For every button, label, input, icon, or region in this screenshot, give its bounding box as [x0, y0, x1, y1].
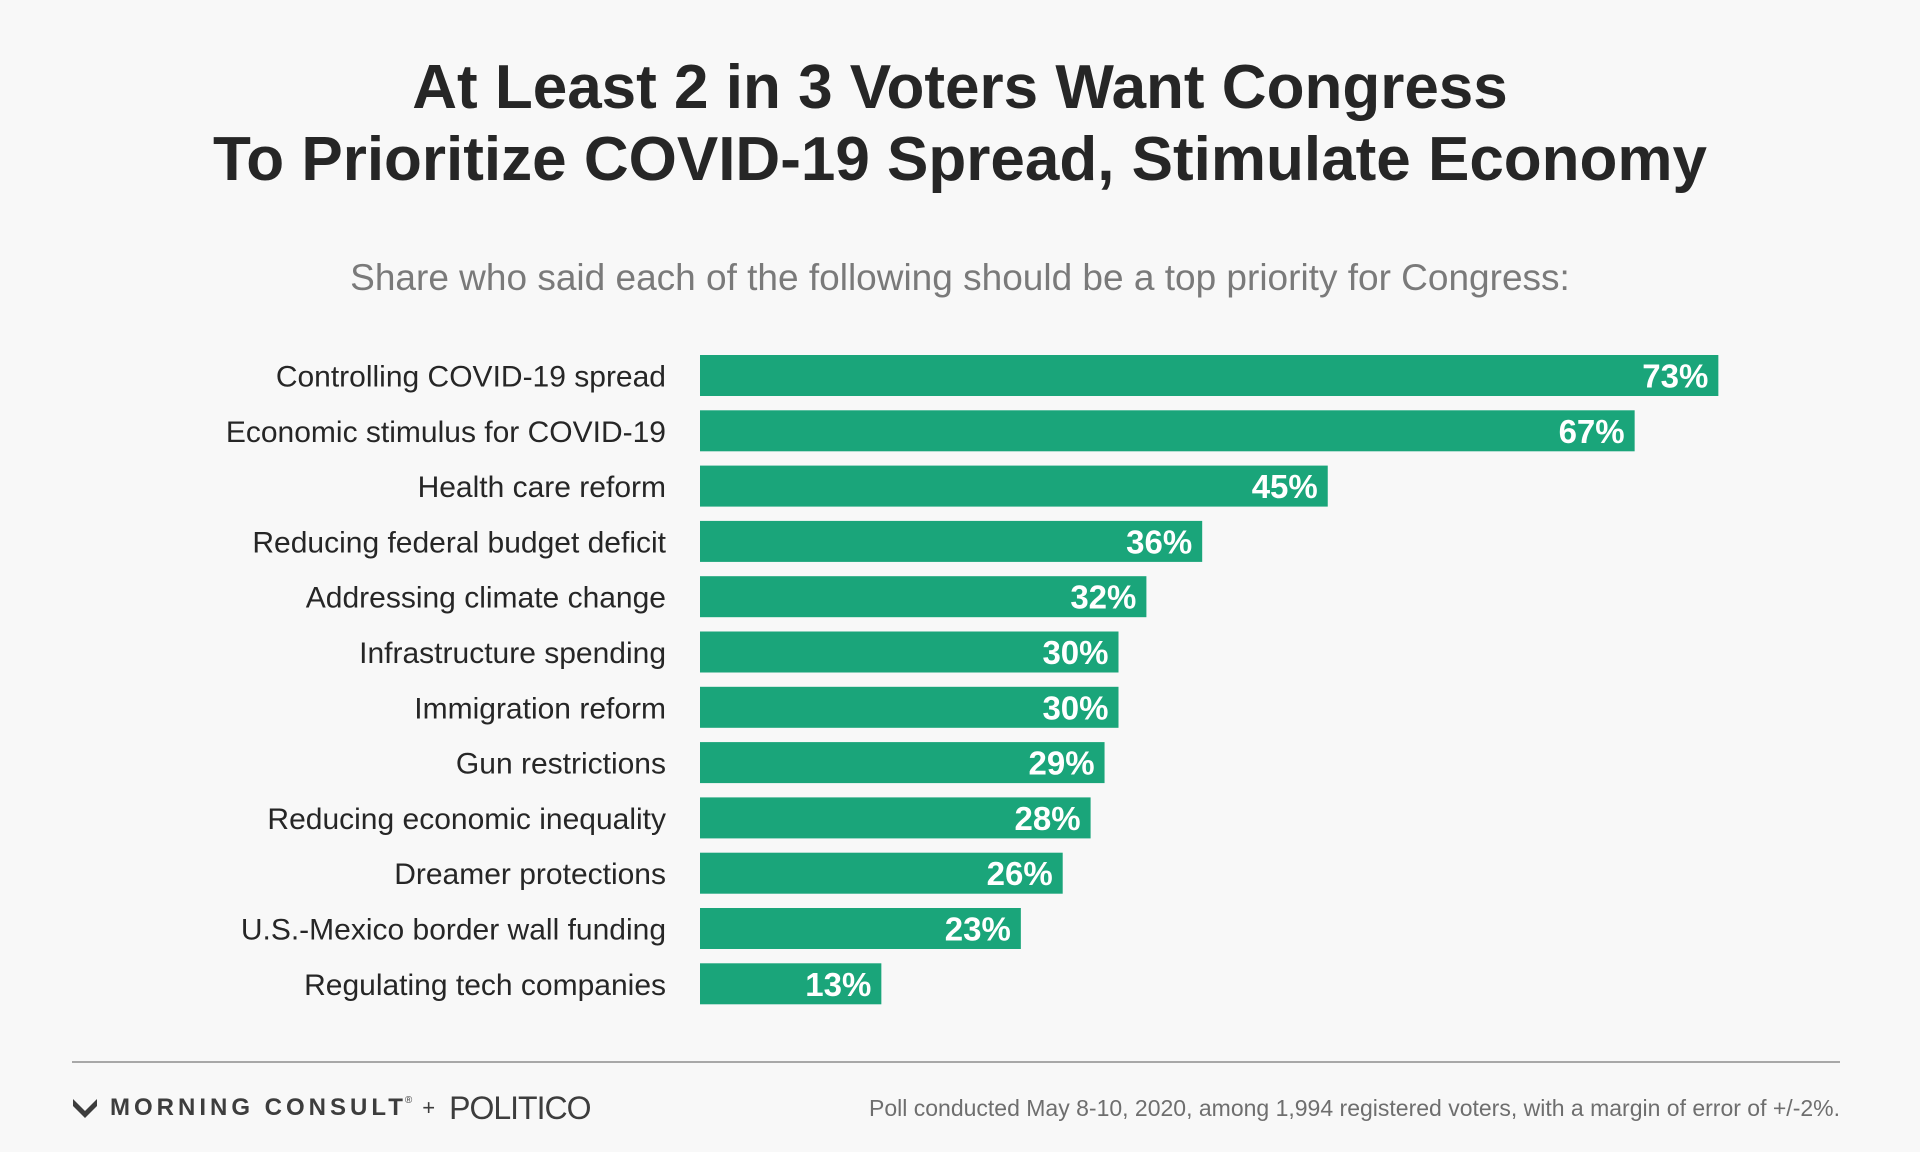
category-label-8: Reducing economic inequality: [267, 803, 666, 836]
category-label-7: Gun restrictions: [456, 748, 666, 781]
chart-subtitle: Share who said each of the following sho…: [350, 257, 1570, 298]
bar-9: [700, 852, 1063, 894]
bar-6: [700, 686, 1119, 728]
footer-divider: [72, 1061, 1840, 1063]
value-label-0: 73%: [1642, 358, 1708, 395]
category-label-10: U.S.-Mexico border wall funding: [241, 914, 666, 947]
value-label-4: 32%: [1070, 579, 1136, 616]
footer: MORNING CONSULT ® + POLITICO Poll conduc…: [72, 1086, 1840, 1130]
category-label-4: Addressing climate change: [306, 582, 666, 615]
bar-1: [700, 410, 1635, 452]
value-label-7: 29%: [1028, 745, 1094, 782]
morning-consult-logo-icon: [73, 1099, 97, 1118]
value-label-11: 13%: [805, 966, 871, 1003]
bar-chart: Controlling COVID-19 spread 73% Economic s…: [226, 355, 1719, 1005]
category-label-6: Immigration reform: [414, 692, 666, 725]
category-label-11: Regulating tech companies: [304, 969, 666, 1002]
bar-3: [700, 520, 1203, 562]
value-label-3: 36%: [1126, 523, 1192, 560]
chart-title: At Least 2 in 3 Voters Want Congress To …: [0, 52, 1920, 196]
poll-methodology-note: Poll conducted May 8-10, 2020, among 1,9…: [869, 1095, 1840, 1121]
registered-mark: ®: [404, 1094, 413, 1106]
bar-11: [700, 963, 882, 1005]
bar-0: [700, 355, 1719, 396]
bar-4: [700, 576, 1147, 618]
category-label-9: Dreamer protections: [394, 858, 666, 891]
value-label-9: 26%: [987, 855, 1053, 892]
value-label-2: 45%: [1252, 468, 1318, 505]
chart-title-line-1: At Least 2 in 3 Voters Want Congress: [412, 53, 1508, 122]
chart-title-line-2: To Prioritize COVID-19 Spread, Stimulate…: [212, 125, 1708, 194]
bar-5: [700, 631, 1119, 673]
category-label-0: Controlling COVID-19 spread: [276, 361, 666, 394]
value-label-1: 67%: [1559, 413, 1625, 450]
category-label-1: Economic stimulus for COVID-19: [226, 416, 666, 449]
bar-10: [700, 908, 1021, 949]
value-label-5: 30%: [1042, 634, 1108, 671]
category-label-2: Health care reform: [418, 471, 666, 504]
value-label-8: 28%: [1015, 800, 1081, 837]
value-label-10: 23%: [945, 911, 1011, 948]
brand-plus: +: [422, 1095, 436, 1120]
bar-7: [700, 742, 1105, 784]
morning-consult-wordmark: MORNING CONSULT: [110, 1094, 407, 1121]
category-label-3: Reducing federal budget deficit: [252, 526, 666, 559]
brand-logos: MORNING CONSULT ® + POLITICO: [72, 1086, 591, 1130]
category-label-5: Infrastructure spending: [359, 637, 666, 670]
value-label-6: 30%: [1042, 689, 1108, 726]
politico-wordmark: POLITICO: [449, 1089, 591, 1126]
bar-8: [700, 797, 1091, 839]
bar-2: [700, 465, 1328, 507]
